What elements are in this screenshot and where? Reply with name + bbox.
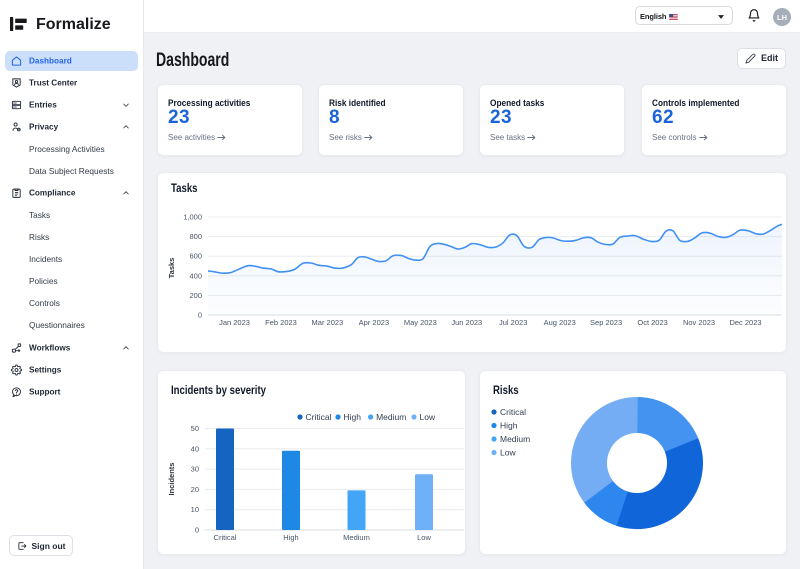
svg-text:Low: Low	[420, 412, 436, 422]
svg-text:Incidents: Incidents	[167, 463, 176, 496]
svg-text:200: 200	[189, 291, 202, 300]
svg-text:Jan 2023: Jan 2023	[219, 318, 250, 327]
svg-text:Nov 2023: Nov 2023	[683, 318, 715, 327]
svg-text:Aug 2023: Aug 2023	[544, 318, 576, 327]
svg-text:600: 600	[189, 252, 202, 261]
svg-text:30: 30	[191, 465, 199, 474]
svg-text:May 2023: May 2023	[404, 318, 437, 327]
svg-text:Medium: Medium	[343, 533, 370, 542]
svg-text:400: 400	[189, 271, 202, 280]
svg-text:10: 10	[191, 505, 199, 514]
svg-text:High: High	[500, 421, 518, 431]
svg-text:Feb 2023: Feb 2023	[265, 318, 297, 327]
svg-text:Jul 2023: Jul 2023	[499, 318, 527, 327]
svg-text:Critical: Critical	[214, 533, 237, 542]
svg-text:Critical: Critical	[306, 412, 332, 422]
svg-text:Low: Low	[417, 533, 431, 542]
svg-text:Dec 2023: Dec 2023	[729, 318, 761, 327]
svg-text:0: 0	[195, 526, 199, 535]
svg-text:Oct 2023: Oct 2023	[637, 318, 667, 327]
svg-text:Mar 2023: Mar 2023	[312, 318, 344, 327]
svg-text:Medium: Medium	[376, 412, 406, 422]
svg-text:20: 20	[191, 485, 199, 494]
svg-text:Tasks: Tasks	[167, 258, 176, 279]
svg-text:Apr 2023: Apr 2023	[359, 318, 389, 327]
svg-text:Low: Low	[500, 448, 516, 458]
svg-text:Sep 2023: Sep 2023	[590, 318, 622, 327]
svg-text:High: High	[344, 412, 362, 422]
svg-text:50: 50	[191, 424, 199, 433]
svg-text:0: 0	[198, 311, 202, 320]
svg-text:40: 40	[191, 444, 199, 453]
svg-text:800: 800	[189, 232, 202, 241]
svg-text:High: High	[283, 533, 298, 542]
svg-text:Jun 2023: Jun 2023	[451, 318, 482, 327]
svg-text:Medium: Medium	[500, 434, 530, 444]
svg-text:Critical: Critical	[500, 407, 526, 417]
svg-text:1,000: 1,000	[183, 213, 202, 222]
